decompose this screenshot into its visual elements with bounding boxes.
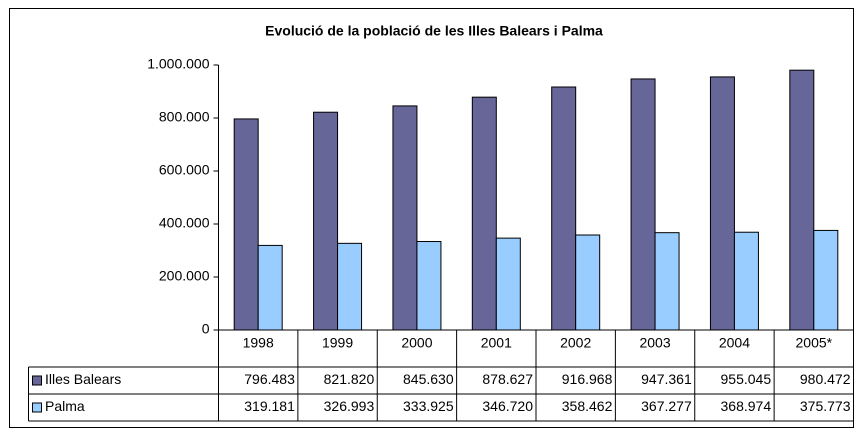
y-tick-label: 600.000 [159,162,210,178]
x-tick-label: 2002 [560,335,591,351]
table-value: 947.361 [641,371,692,387]
legend-label: Illes Balears [45,371,121,387]
table-value: 368.974 [721,398,772,414]
y-tick-label: 400.000 [159,215,210,231]
chart-frame [9,8,854,428]
bar [630,78,656,331]
bar [654,232,680,331]
x-tick-label: 2000 [401,335,432,351]
chart-title: Evolució de la població de les Illes Bal… [265,23,603,39]
y-tick-label: 0 [202,321,210,337]
bar [471,96,497,331]
bar [233,118,259,331]
legend-key [32,402,42,413]
bar [575,234,601,331]
bar [416,241,442,331]
table-value: 796.483 [244,371,295,387]
bar [709,76,735,331]
bar [392,105,418,331]
legend-label: Palma [45,398,85,414]
bar [313,111,339,331]
table-value: 878.627 [482,371,533,387]
bar [551,86,577,331]
table-value: 821.820 [324,371,375,387]
table-value: 980.472 [800,371,851,387]
y-tick-label: 800.000 [159,109,210,125]
bar [733,231,759,331]
table-value: 358.462 [562,398,613,414]
table-value: 375.773 [800,398,851,414]
x-tick-label: 2003 [639,335,670,351]
bar [495,237,521,331]
table-value: 326.993 [324,398,375,414]
x-tick-label: 2001 [481,335,512,351]
y-tick-label: 1.000.000 [147,56,209,72]
bar [813,229,839,331]
bar [337,242,363,331]
y-tick-label: 200.000 [159,268,210,284]
table-value: 319.181 [244,398,295,414]
table-value: 845.630 [403,371,454,387]
table-value: 333.925 [403,398,454,414]
legend-key [32,375,42,386]
bar [789,69,815,331]
table-value: 346.720 [482,398,533,414]
x-tick-label: 2005* [796,335,833,351]
table-value: 916.968 [562,371,613,387]
bar [257,244,283,331]
table-value: 367.277 [641,398,692,414]
table-value: 955.045 [721,371,772,387]
x-tick-label: 1999 [322,335,353,351]
x-tick-label: 2004 [719,335,750,351]
x-tick-label: 1998 [243,335,274,351]
